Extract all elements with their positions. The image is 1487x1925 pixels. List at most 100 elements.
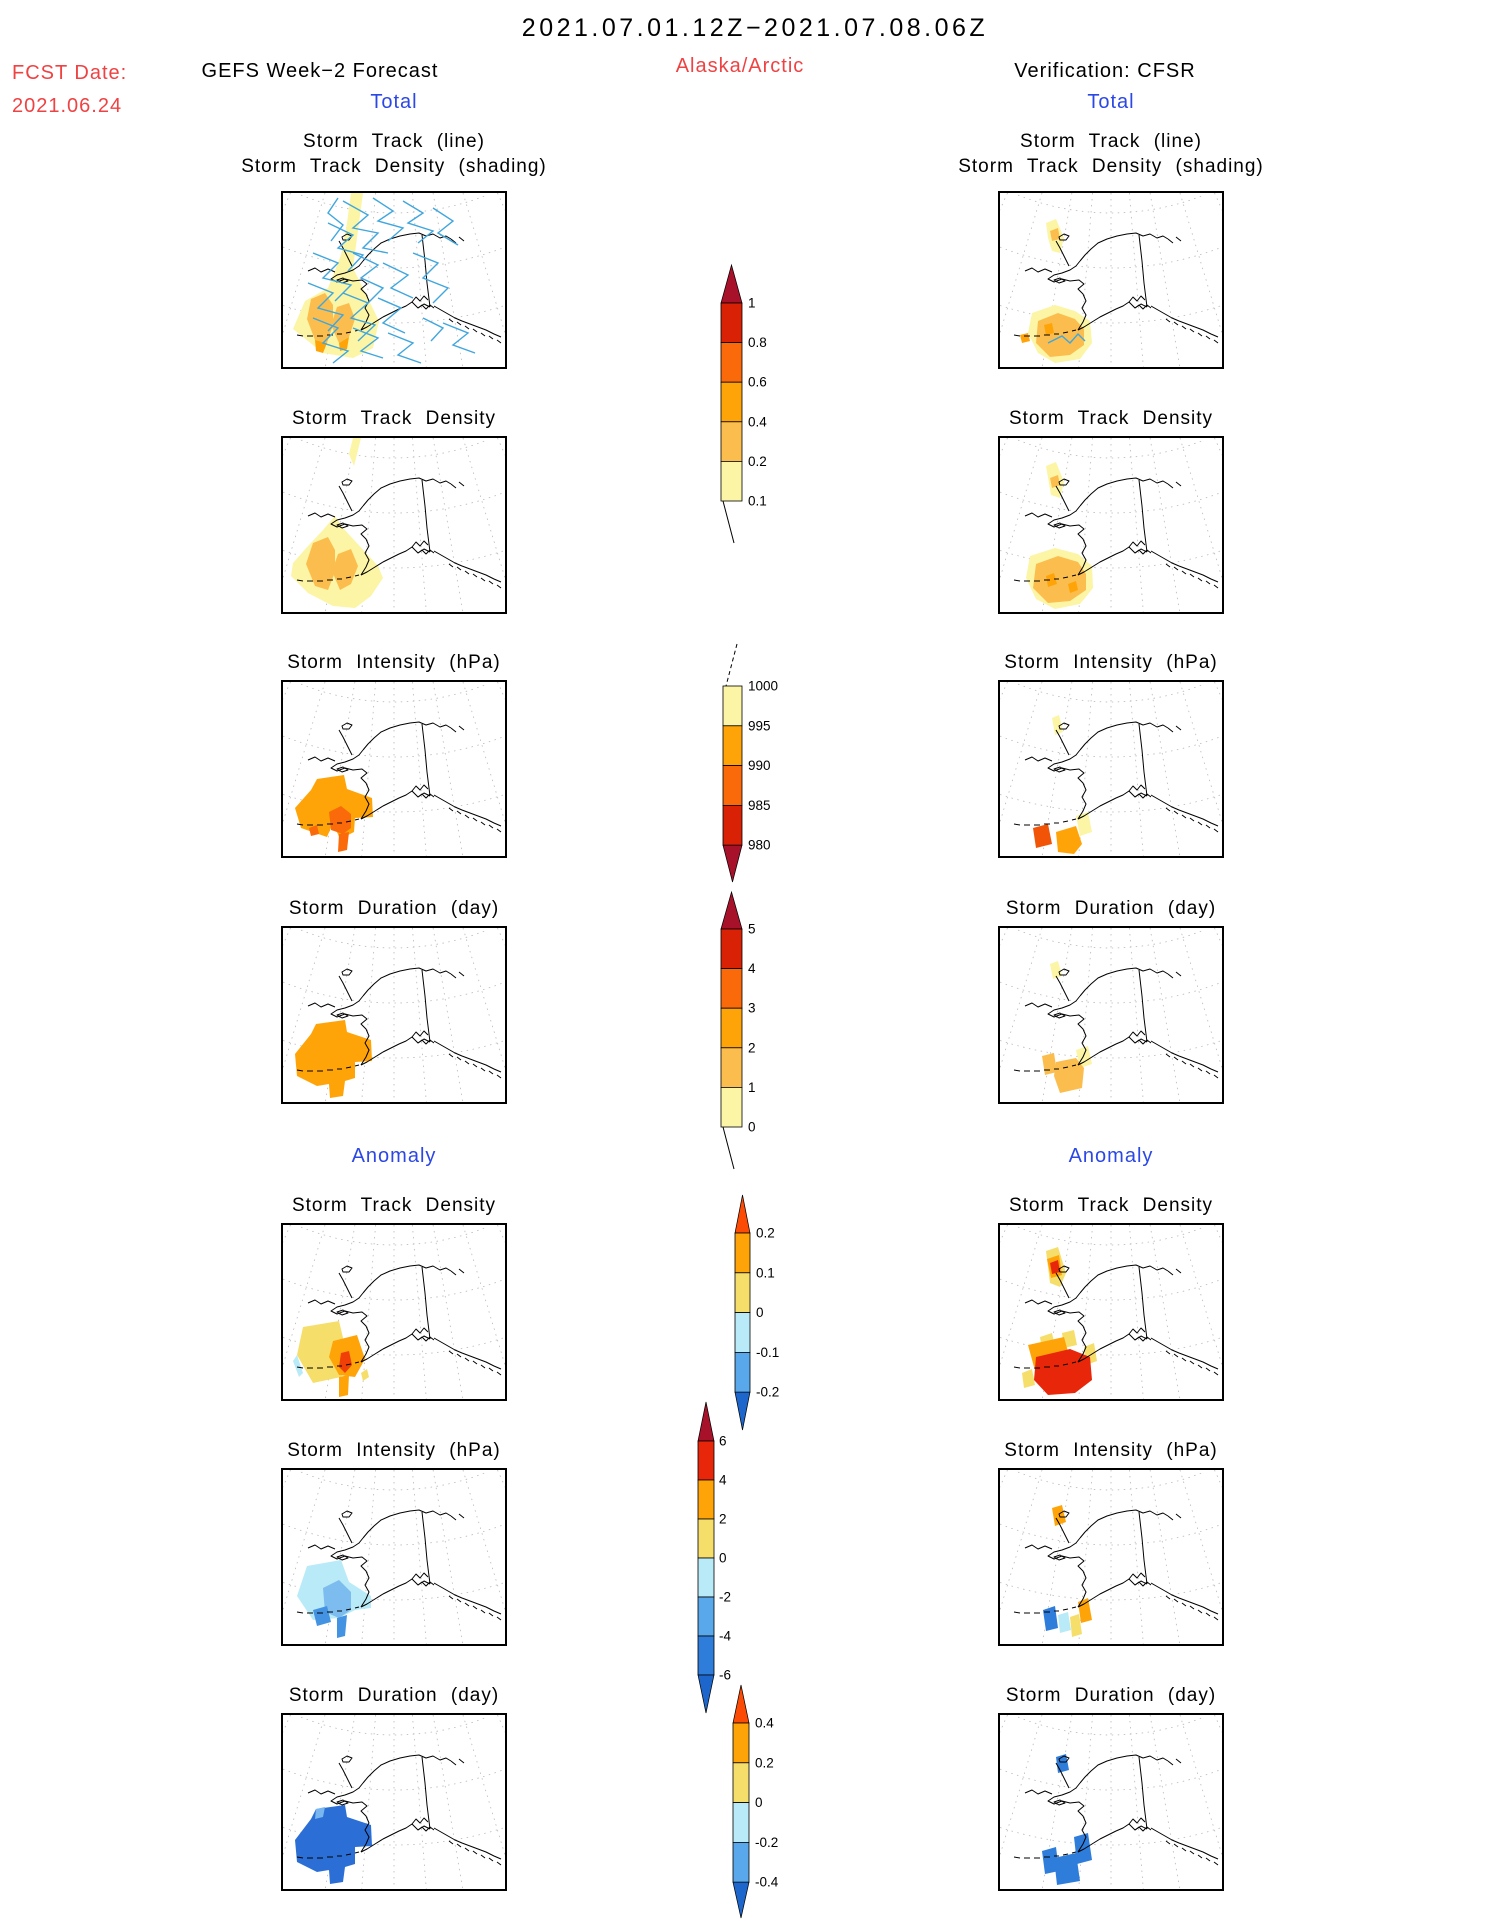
colorbar-tick-label: 990 (748, 758, 771, 773)
map-panel-R5 (998, 1223, 1224, 1401)
alaska-coastline (1013, 1509, 1219, 1621)
map-svg-L3 (283, 682, 505, 856)
colorbar-tick-label: -0.2 (756, 1385, 779, 1400)
colorbar-tick-label: 0.8 (748, 335, 767, 350)
shading-patches (1020, 219, 1092, 363)
shading-patch (1050, 961, 1062, 979)
map-svg-L1 (283, 193, 505, 367)
model-column-title: GEFS Week−2 Forecast (201, 60, 439, 82)
shading-patches (295, 1020, 372, 1098)
graticule (1000, 928, 1222, 1102)
colorbar-segment (697, 1440, 715, 1481)
map-svg-R2 (1000, 438, 1222, 612)
storm-track-line (432, 207, 459, 246)
alaska-coastline (296, 721, 502, 833)
colorbar-bottom-arrow (722, 844, 743, 883)
colorbar-segment (732, 1762, 750, 1804)
shading-patch (309, 825, 319, 836)
colorbar-segment (720, 302, 743, 343)
alaska-coastline (296, 1509, 502, 1621)
colorbar-tick-label: 0.1 (756, 1265, 775, 1280)
panel-title-L7-0: Storm Duration (day) (288, 1685, 500, 1706)
colorbar-segment (720, 421, 743, 462)
storm-track-line (377, 297, 406, 334)
alaska-coastline (1013, 1754, 1219, 1866)
colorbar-tick-label: -0.1 (756, 1345, 779, 1360)
colorbar-tick-label: -6 (719, 1668, 731, 1683)
colorbar-bottom-arrow (697, 1674, 715, 1714)
shading-patch (361, 1369, 369, 1381)
shading-patch (337, 1615, 347, 1638)
panel-title-R7-0: Storm Duration (day) (1005, 1685, 1217, 1706)
map-panel-L5 (281, 1223, 507, 1401)
graticule (283, 682, 505, 856)
shading-patch (339, 337, 349, 351)
graticule (1000, 1715, 1222, 1889)
storm-track-line (307, 282, 345, 332)
shading-patch (1054, 1853, 1080, 1885)
shading-patch (1050, 228, 1060, 241)
panel-title-L1-1: Storm Track Density (shading) (241, 156, 547, 177)
colorbar-tick-label: 5 (748, 922, 756, 937)
shading-patches (293, 1321, 369, 1397)
map-panel-L3 (281, 680, 507, 858)
colorbar-tick-label: -4 (719, 1629, 731, 1644)
colorbar-tick-label: 0.4 (748, 414, 767, 429)
map-panel-R1 (998, 191, 1224, 369)
colorbar-segment (734, 1312, 751, 1353)
alaska-coastline (1013, 477, 1219, 589)
storm-track-line (382, 262, 414, 299)
shading-patches (291, 438, 383, 608)
colorbar-tick-label: 1 (748, 296, 756, 311)
colorbar-segment (722, 685, 743, 727)
storm-track-line (412, 252, 450, 304)
alaska-coastline (296, 477, 502, 589)
storm-track-line (342, 292, 377, 342)
colorbar-tick-label: 0.4 (755, 1716, 774, 1731)
colorbar-segment (697, 1596, 715, 1637)
colorbar-segment (732, 1802, 750, 1843)
verification-column-title: Verification: CFSR (1014, 60, 1196, 82)
shading-patch (307, 293, 333, 343)
shading-patch (329, 806, 351, 834)
shading-patch (1068, 581, 1078, 593)
panel-title-L3-0: Storm Intensity (hPa) (287, 652, 501, 673)
panel-title-R5-0: Storm Track Density (1008, 1195, 1214, 1216)
storm-track-line (312, 252, 353, 302)
graticule (1000, 1470, 1222, 1644)
map-svg-L6 (283, 1470, 505, 1644)
shading-patch (306, 537, 335, 590)
colorbar-segment (697, 1557, 715, 1598)
map-svg-L5 (283, 1225, 505, 1399)
panel-title-R2-0: Storm Track Density (1008, 408, 1214, 429)
panel-title-R1-1: Storm Track Density (shading) (958, 156, 1264, 177)
colorbar-tick-label: 2 (748, 1040, 756, 1055)
storm-track-line (402, 200, 435, 244)
section-total-right: Total (1087, 91, 1135, 113)
colorbar-segment (697, 1518, 715, 1559)
map-svg-R3 (1000, 682, 1222, 856)
storm-track-line (312, 317, 350, 364)
colorbar-bottom-arrow (732, 1881, 750, 1919)
colorbar-tail (722, 500, 735, 544)
colorbar-tick-label: 0.2 (756, 1226, 775, 1241)
panel-title-L1-0: Storm Track (line) (303, 131, 485, 152)
panel-title-R3-0: Storm Intensity (hPa) (1004, 652, 1218, 673)
storm-track-line (342, 200, 389, 254)
graticule (283, 1470, 505, 1644)
colorbar-tick-label: 3 (748, 1001, 756, 1016)
colorbar-segment (720, 1047, 743, 1088)
panel-title-L5-0: Storm Track Density (291, 1195, 497, 1216)
colorbar-storm-duration-total: 5 4 3 2 1 0 (720, 890, 756, 1170)
shading-patch (1022, 1369, 1035, 1388)
shading-patches (1022, 1247, 1097, 1395)
alaska-coastline (296, 967, 502, 1079)
map-svg-L7 (283, 1715, 505, 1889)
colorbar-tick-label: -2 (719, 1590, 731, 1605)
fcst-date-label: FCST Date: (12, 62, 128, 84)
colorbar-tick-label: 4 (748, 961, 756, 976)
map-panel-L6 (281, 1468, 507, 1646)
colorbar-storm-duration-anomaly: 0.4 0.2 0 -0.2 -0.4 (732, 1684, 779, 1919)
colorbar-top-arrow (720, 890, 743, 930)
storm-track-line (372, 197, 405, 242)
